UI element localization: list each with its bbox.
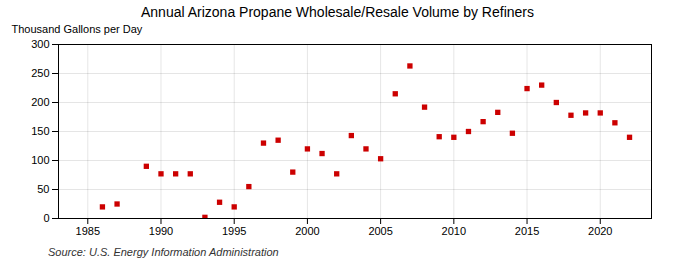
svg-text:200: 200 — [31, 96, 49, 108]
svg-text:2005: 2005 — [368, 225, 392, 237]
svg-text:250: 250 — [31, 67, 49, 79]
svg-text:Thousand Gallons per Day: Thousand Gallons per Day — [12, 23, 143, 35]
svg-text:2010: 2010 — [442, 225, 466, 237]
html-text:Source: U.S. Energy Informatio: Source: U.S. Energy Information Administ… — [48, 246, 279, 258]
svg-text:50: 50 — [37, 183, 49, 195]
svg-text:150: 150 — [31, 125, 49, 137]
svg-text:1995: 1995 — [222, 225, 246, 237]
svg-text:1985: 1985 — [76, 225, 100, 237]
svg-text:100: 100 — [31, 154, 49, 166]
svg-text:0: 0 — [43, 212, 49, 224]
svg-text:2000: 2000 — [295, 225, 319, 237]
svg-text:300: 300 — [31, 38, 49, 50]
svg-text:2020: 2020 — [588, 225, 612, 237]
svg-text:2015: 2015 — [515, 225, 539, 237]
html-text:Annual Arizona Propane Wholesa: Annual Arizona Propane Wholesale/Resale … — [141, 4, 534, 20]
svg-text:1990: 1990 — [149, 225, 173, 237]
